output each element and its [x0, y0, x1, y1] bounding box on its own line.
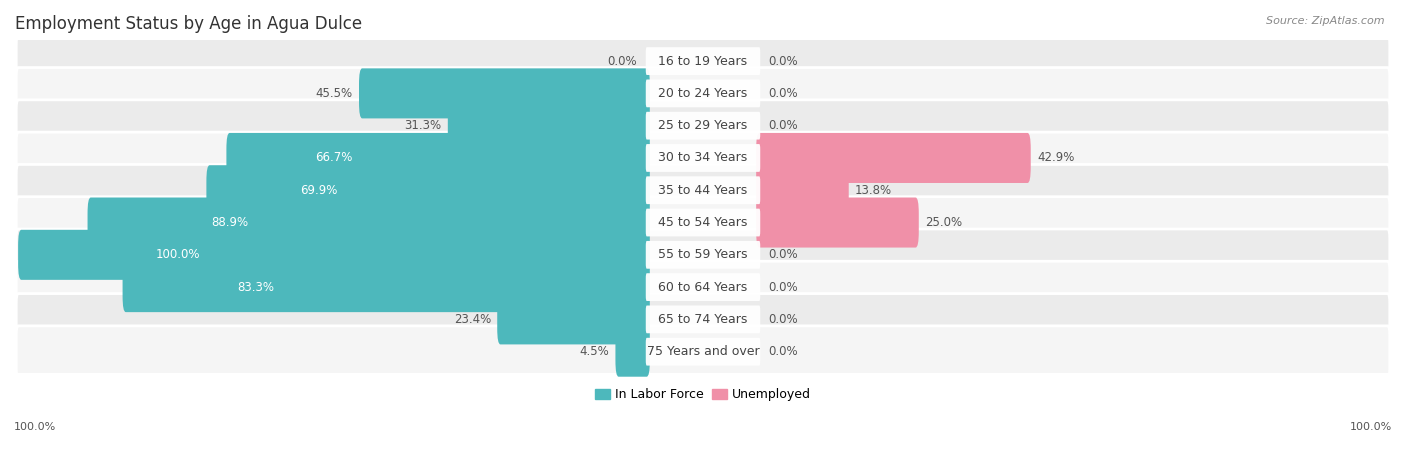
Legend: In Labor Force, Unemployed: In Labor Force, Unemployed	[591, 383, 815, 406]
Text: 45.5%: 45.5%	[315, 87, 353, 100]
Text: 0.0%: 0.0%	[607, 54, 637, 68]
FancyBboxPatch shape	[449, 101, 650, 151]
Text: 0.0%: 0.0%	[769, 281, 799, 293]
Text: 69.9%: 69.9%	[299, 184, 337, 197]
Text: 75 Years and over: 75 Years and over	[647, 345, 759, 358]
Text: 60 to 64 Years: 60 to 64 Years	[658, 281, 748, 293]
FancyBboxPatch shape	[122, 262, 650, 312]
FancyBboxPatch shape	[756, 133, 1031, 183]
FancyBboxPatch shape	[17, 132, 1389, 184]
Text: 0.0%: 0.0%	[769, 248, 799, 261]
FancyBboxPatch shape	[645, 241, 761, 269]
FancyBboxPatch shape	[498, 294, 650, 344]
FancyBboxPatch shape	[207, 165, 650, 215]
FancyBboxPatch shape	[756, 165, 849, 215]
FancyBboxPatch shape	[645, 112, 761, 140]
FancyBboxPatch shape	[756, 198, 918, 248]
Text: 35 to 44 Years: 35 to 44 Years	[658, 184, 748, 197]
Text: 30 to 34 Years: 30 to 34 Years	[658, 152, 748, 164]
Text: 0.0%: 0.0%	[769, 87, 799, 100]
FancyBboxPatch shape	[645, 273, 761, 301]
FancyBboxPatch shape	[645, 306, 761, 333]
FancyBboxPatch shape	[17, 100, 1389, 152]
Text: 16 to 19 Years: 16 to 19 Years	[658, 54, 748, 68]
FancyBboxPatch shape	[645, 80, 761, 107]
Text: 20 to 24 Years: 20 to 24 Years	[658, 87, 748, 100]
FancyBboxPatch shape	[226, 133, 650, 183]
FancyBboxPatch shape	[17, 68, 1389, 119]
Text: 0.0%: 0.0%	[769, 54, 799, 68]
FancyBboxPatch shape	[17, 229, 1389, 281]
FancyBboxPatch shape	[645, 338, 761, 365]
Text: 88.9%: 88.9%	[211, 216, 249, 229]
Text: 25.0%: 25.0%	[925, 216, 962, 229]
FancyBboxPatch shape	[17, 164, 1389, 216]
FancyBboxPatch shape	[645, 176, 761, 204]
Text: 0.0%: 0.0%	[769, 345, 799, 358]
FancyBboxPatch shape	[17, 261, 1389, 313]
Text: 100.0%: 100.0%	[1350, 422, 1392, 432]
Text: 83.3%: 83.3%	[238, 281, 274, 293]
Text: Source: ZipAtlas.com: Source: ZipAtlas.com	[1267, 16, 1385, 26]
Text: Employment Status by Age in Agua Dulce: Employment Status by Age in Agua Dulce	[15, 15, 363, 33]
FancyBboxPatch shape	[645, 144, 761, 172]
Text: 45 to 54 Years: 45 to 54 Years	[658, 216, 748, 229]
FancyBboxPatch shape	[359, 68, 650, 118]
Text: 100.0%: 100.0%	[156, 248, 200, 261]
FancyBboxPatch shape	[616, 327, 650, 377]
Text: 13.8%: 13.8%	[855, 184, 893, 197]
Text: 4.5%: 4.5%	[579, 345, 609, 358]
FancyBboxPatch shape	[17, 293, 1389, 345]
FancyBboxPatch shape	[17, 35, 1389, 87]
FancyBboxPatch shape	[17, 197, 1389, 248]
Text: 31.3%: 31.3%	[405, 119, 441, 132]
Text: 66.7%: 66.7%	[315, 152, 353, 164]
FancyBboxPatch shape	[645, 209, 761, 236]
FancyBboxPatch shape	[18, 230, 650, 280]
Text: 55 to 59 Years: 55 to 59 Years	[658, 248, 748, 261]
Text: 42.9%: 42.9%	[1038, 152, 1074, 164]
Text: 100.0%: 100.0%	[14, 422, 56, 432]
Text: 23.4%: 23.4%	[454, 313, 491, 326]
FancyBboxPatch shape	[17, 326, 1389, 378]
FancyBboxPatch shape	[645, 47, 761, 75]
FancyBboxPatch shape	[87, 198, 650, 248]
Text: 25 to 29 Years: 25 to 29 Years	[658, 119, 748, 132]
Text: 0.0%: 0.0%	[769, 313, 799, 326]
Text: 0.0%: 0.0%	[769, 119, 799, 132]
Text: 65 to 74 Years: 65 to 74 Years	[658, 313, 748, 326]
